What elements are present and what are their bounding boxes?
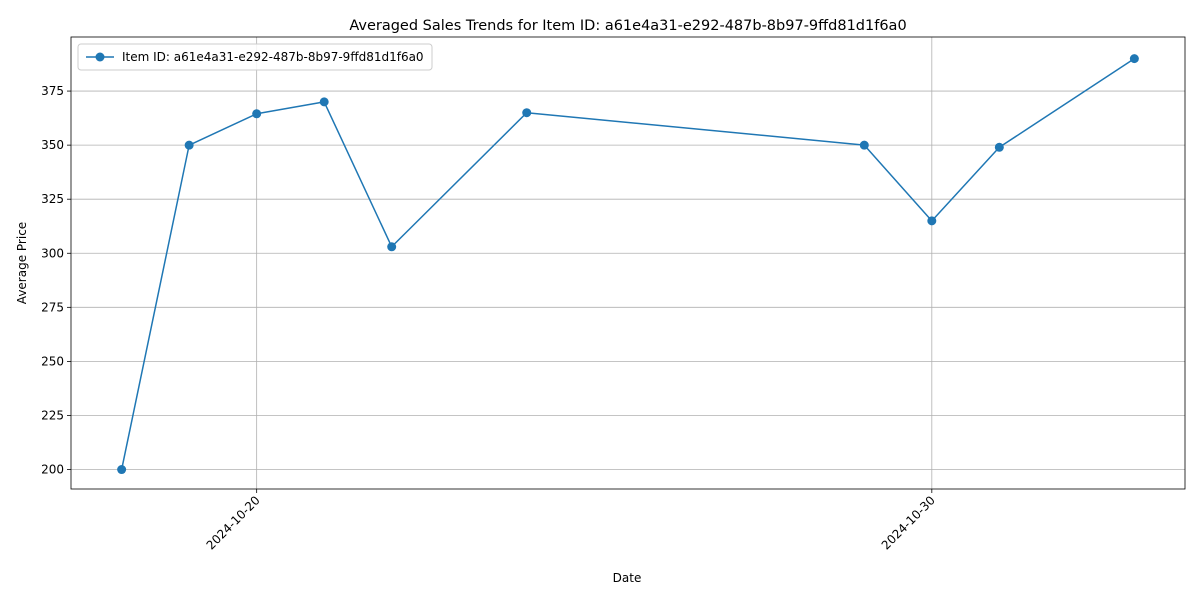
data-point xyxy=(387,242,397,252)
data-point xyxy=(859,140,869,150)
series-line xyxy=(120,57,1135,470)
data-point xyxy=(522,108,532,118)
y-tick-label: 325 xyxy=(41,192,64,206)
series xyxy=(117,54,1139,475)
data-point xyxy=(252,109,262,119)
data-point xyxy=(1129,54,1139,64)
chart-title: Averaged Sales Trends for Item ID: a61e4… xyxy=(349,18,906,34)
legend: Item ID: a61e4a31-e292-487b-8b97-9ffd81d… xyxy=(77,43,433,71)
legend-marker-swatch xyxy=(95,52,105,62)
x-axis-title: Date xyxy=(613,571,642,585)
legend-box xyxy=(77,43,433,71)
y-tick-label: 300 xyxy=(41,246,64,260)
y-tick-label: 350 xyxy=(41,138,64,152)
y-tick-label: 200 xyxy=(41,463,64,477)
y-tick-label: 225 xyxy=(41,408,64,422)
grid xyxy=(71,37,1185,489)
data-point xyxy=(319,97,329,107)
data-point xyxy=(994,142,1004,152)
plot-frame xyxy=(70,36,1186,490)
y-tick-label: 375 xyxy=(41,84,64,98)
legend-label: Item ID: a61e4a31-e292-487b-8b97-9ffd81d… xyxy=(122,50,424,64)
y-axis-title: Average Price xyxy=(15,222,29,304)
y-tick-label: 250 xyxy=(41,354,64,368)
data-point xyxy=(117,465,127,475)
y-tick-label: 275 xyxy=(41,300,64,314)
data-point xyxy=(927,216,937,226)
data-point xyxy=(184,140,194,150)
